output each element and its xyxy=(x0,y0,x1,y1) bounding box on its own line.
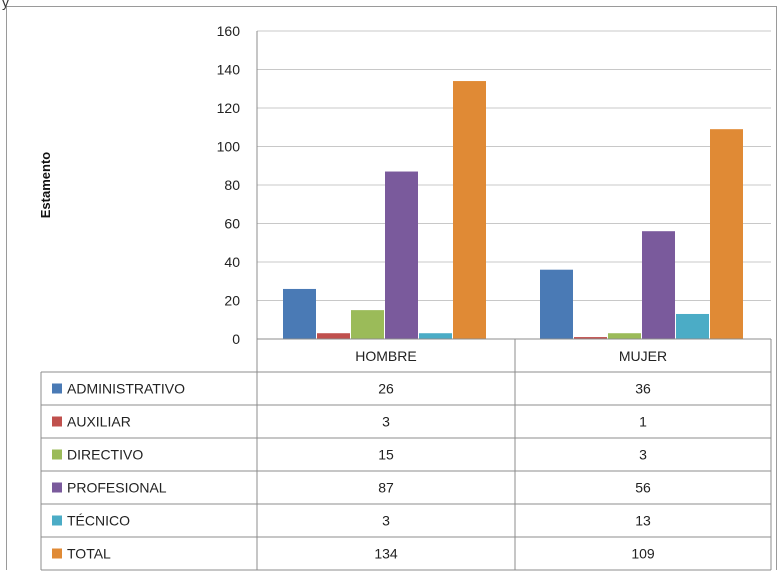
y-tick-label: 0 xyxy=(232,331,240,347)
bar-administrativo-hombre xyxy=(283,288,316,339)
legend-label: TOTAL xyxy=(67,546,111,562)
table-value: 87 xyxy=(378,480,394,496)
legend-key xyxy=(52,548,62,559)
table-value: 3 xyxy=(382,414,390,430)
category-label: MUJER xyxy=(619,348,667,364)
y-tick-label: 120 xyxy=(217,100,241,116)
legend-label: DIRECTIVO xyxy=(67,447,143,463)
legend-label: TÉCNICO xyxy=(67,513,130,529)
chart-frame xyxy=(6,6,777,570)
y-tick-label: 60 xyxy=(224,216,240,232)
y-tick-label: 40 xyxy=(224,254,240,270)
y-axis-title: Estamento xyxy=(38,152,53,219)
table-value: 3 xyxy=(382,513,390,529)
legend-key xyxy=(52,416,62,427)
bar-técnico-hombre xyxy=(419,333,452,339)
table-value: 134 xyxy=(374,546,398,562)
y-tick-label: 140 xyxy=(217,62,241,78)
y-tick-label: 20 xyxy=(224,293,240,309)
category-label: HOMBRE xyxy=(355,348,416,364)
legend-key xyxy=(52,449,62,460)
bar-auxiliar-mujer xyxy=(574,337,607,339)
bar-auxiliar-hombre xyxy=(317,333,350,339)
legend-key xyxy=(52,482,62,493)
bar-profesional-hombre xyxy=(385,171,418,339)
bar-técnico-mujer xyxy=(676,313,709,339)
legend-key xyxy=(52,515,62,526)
bar-total-hombre xyxy=(453,81,486,340)
table-value: 36 xyxy=(635,381,651,397)
table-value: 109 xyxy=(631,546,655,562)
table-value: 56 xyxy=(635,480,651,496)
y-tick-label: 160 xyxy=(217,23,241,39)
bar-directivo-hombre xyxy=(351,310,384,339)
legend-label: PROFESIONAL xyxy=(67,480,167,496)
legend-label: ADMINISTRATIVO xyxy=(67,381,185,397)
y-tick-label: 80 xyxy=(224,177,240,193)
table-value: 3 xyxy=(639,447,647,463)
table-value: 13 xyxy=(635,513,651,529)
table-value: 1 xyxy=(639,414,647,430)
stray-character: y xyxy=(2,0,9,10)
bar-directivo-mujer xyxy=(608,333,641,339)
table-value: 26 xyxy=(378,381,394,397)
legend-key xyxy=(52,383,62,394)
table-value: 15 xyxy=(378,447,394,463)
y-tick-label: 100 xyxy=(217,139,241,155)
bar-administrativo-mujer xyxy=(540,269,573,339)
legend-label: AUXILIAR xyxy=(67,414,131,430)
bar-total-mujer xyxy=(710,129,743,339)
bar-profesional-mujer xyxy=(642,231,675,339)
